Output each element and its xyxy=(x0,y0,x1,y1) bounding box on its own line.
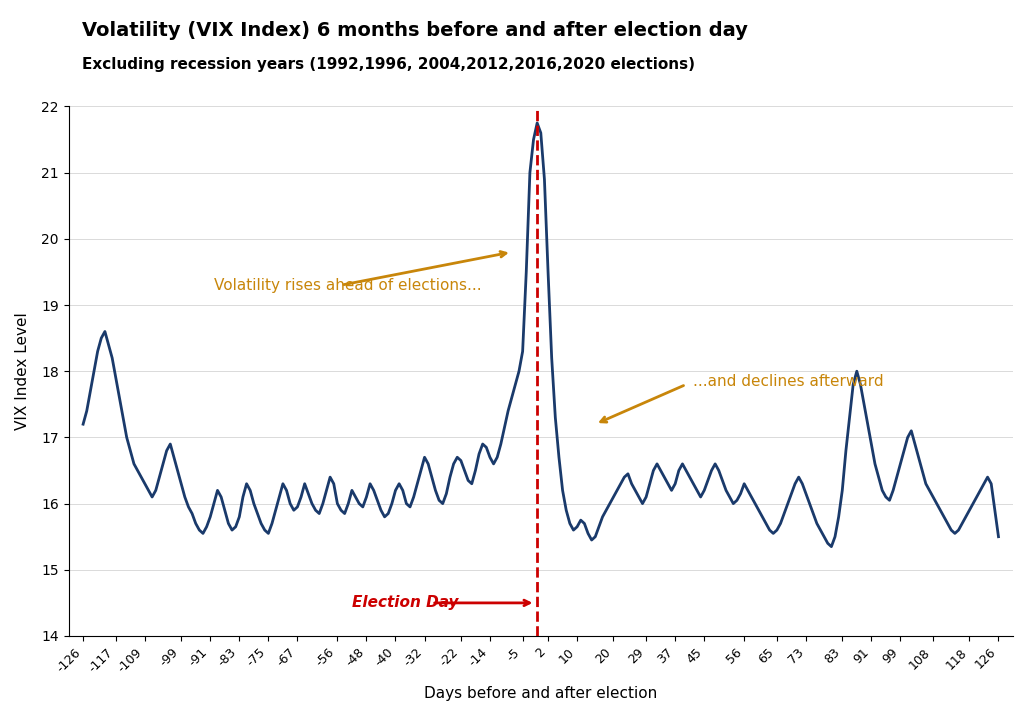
Text: Excluding recession years (1992,1996, 2004,2012,2016,2020 elections): Excluding recession years (1992,1996, 20… xyxy=(82,57,695,72)
Text: Volatility (VIX Index) 6 months before and after election day: Volatility (VIX Index) 6 months before a… xyxy=(82,21,748,41)
Text: ...and declines afterward: ...and declines afterward xyxy=(693,374,884,389)
Text: Volatility rises ahead of elections...: Volatility rises ahead of elections... xyxy=(214,278,481,293)
X-axis label: Days before and after election: Days before and after election xyxy=(425,686,658,701)
Y-axis label: VIX Index Level: VIX Index Level xyxy=(15,312,30,430)
Text: Election Day: Election Day xyxy=(352,596,458,611)
